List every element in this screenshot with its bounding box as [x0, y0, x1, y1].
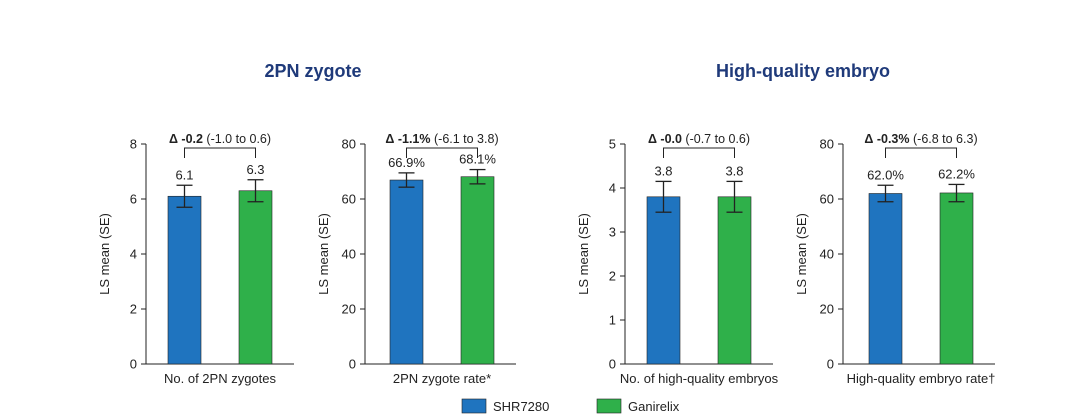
difference-delta: Δ -0.0 — [648, 132, 682, 146]
y-axis-label: LS mean (SE) — [576, 213, 591, 295]
x-axis-label: 2PN zygote rate* — [393, 371, 491, 386]
difference-ci: (-0.7 to 0.6) — [682, 132, 750, 146]
x-axis-label: High-quality embryo rate† — [847, 371, 996, 386]
difference-label: Δ -0.3% (-6.8 to 6.3) — [864, 132, 977, 146]
y-tick-label: 40 — [820, 247, 834, 262]
group-title-high-quality-embryo: High-quality embryo — [716, 61, 890, 81]
data-label: 6.3 — [246, 162, 264, 177]
data-label: 62.2% — [938, 166, 975, 181]
difference-label: Δ -1.1% (-6.1 to 3.8) — [385, 132, 498, 146]
y-tick-label: 0 — [130, 357, 137, 372]
bar-shr7280 — [646, 196, 681, 365]
y-axis-label: LS mean (SE) — [794, 213, 809, 295]
bar-ganirelix — [939, 192, 974, 365]
y-tick-label: 4 — [609, 181, 616, 196]
y-tick-label: 1 — [609, 313, 616, 328]
chart-panels: 0 2 4 6 8 LS mean (SE) No. of 2PN zygotes 6.1 6.… — [97, 132, 995, 386]
y-tick-label: 20 — [820, 302, 834, 317]
y-tick-label: 2 — [609, 269, 616, 284]
data-label: 68.1% — [459, 152, 496, 167]
bar-shr7280 — [868, 193, 903, 365]
difference-bracket — [406, 147, 478, 158]
legend: SHR7280 Ganirelix — [461, 398, 680, 414]
y-tick-label: 80 — [342, 137, 356, 152]
bar-ganirelix — [238, 190, 273, 365]
bar-ganirelix — [460, 176, 495, 365]
y-tick-label: 0 — [827, 357, 834, 372]
y-tick-label: 0 — [349, 357, 356, 372]
bar-ganirelix — [717, 196, 752, 365]
difference-delta: Δ -1.1% — [385, 132, 430, 146]
data-label: 3.8 — [725, 163, 743, 178]
y-tick-label: 80 — [820, 137, 834, 152]
y-tick-label: 6 — [130, 192, 137, 207]
bar-shr7280 — [167, 195, 202, 365]
y-tick-label: 8 — [130, 137, 137, 152]
difference-delta: Δ -0.3% — [864, 132, 909, 146]
y-tick-label: 40 — [342, 247, 356, 262]
y-tick-label: 60 — [342, 192, 356, 207]
difference-delta: Δ -0.2 — [169, 132, 203, 146]
data-label: 3.8 — [654, 163, 672, 178]
chart-panel-3: 0 1 2 3 4 5 LS mean (SE) No. of high-quality em… — [576, 132, 779, 386]
legend-label-shr7280: SHR7280 — [493, 399, 549, 414]
difference-ci: (-1.0 to 0.6) — [203, 132, 271, 146]
group-title-2pn-zygote: 2PN zygote — [264, 61, 361, 81]
legend-label-ganirelix: Ganirelix — [628, 399, 680, 414]
bar-shr7280 — [389, 179, 424, 365]
legend-swatch-shr7280 — [461, 398, 487, 414]
x-axis-label: No. of 2PN zygotes — [164, 371, 276, 386]
chart-panel-4: 0 20 40 60 80 LS mean (SE) High-quality embryo… — [794, 132, 995, 386]
y-tick-label: 4 — [130, 247, 137, 262]
difference-ci: (-6.1 to 3.8) — [431, 132, 499, 146]
data-label: 62.0% — [867, 167, 904, 182]
y-tick-label: 20 — [342, 302, 356, 317]
difference-label: Δ -0.2 (-1.0 to 0.6) — [169, 132, 271, 146]
y-axis-label: LS mean (SE) — [97, 213, 112, 295]
y-tick-label: 2 — [130, 302, 137, 317]
x-axis-label: No. of high-quality embryos — [620, 371, 779, 386]
data-label: 6.1 — [175, 167, 193, 182]
difference-ci: (-6.8 to 6.3) — [910, 132, 978, 146]
y-tick-label: 0 — [609, 357, 616, 372]
difference-label: Δ -0.0 (-0.7 to 0.6) — [648, 132, 750, 146]
y-tick-label: 5 — [609, 137, 616, 152]
difference-bracket — [663, 147, 735, 158]
data-label: 66.9% — [388, 155, 425, 170]
chart-panel-1: 0 2 4 6 8 LS mean (SE) No. of 2PN zygotes 6.1 6.… — [97, 132, 294, 386]
difference-bracket — [885, 147, 957, 158]
difference-bracket — [184, 147, 256, 158]
chart-panel-2: 0 20 40 60 80 LS mean (SE) 2PN zygote rate* 66.… — [316, 132, 516, 386]
y-tick-label: 60 — [820, 192, 834, 207]
legend-swatch-ganirelix — [596, 398, 622, 414]
y-tick-label: 3 — [609, 225, 616, 240]
y-axis-label: LS mean (SE) — [316, 213, 331, 295]
